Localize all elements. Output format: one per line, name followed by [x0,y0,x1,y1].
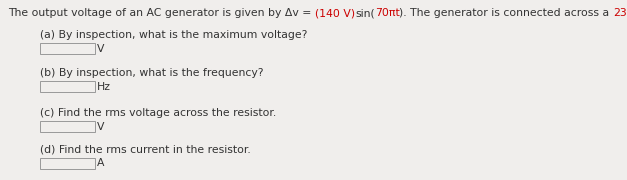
Bar [40,158,95,169]
Bar [40,43,95,54]
Text: The output voltage of an AC generator is given by Δv =: The output voltage of an AC generator is… [8,8,315,18]
Text: (a) By inspection, what is the maximum voltage?: (a) By inspection, what is the maximum v… [40,30,307,40]
Text: (b) By inspection, what is the frequency?: (b) By inspection, what is the frequency… [40,68,263,78]
Text: V: V [97,44,105,53]
Text: sin(: sin( [355,8,374,18]
Text: ). The generator is connected across a: ). The generator is connected across a [399,8,613,18]
Text: A: A [97,159,105,168]
Text: 23.0-Ω: 23.0-Ω [613,8,627,18]
Bar [40,81,95,92]
Text: (c) Find the rms voltage across the resistor.: (c) Find the rms voltage across the resi… [40,108,277,118]
Text: 70πt: 70πt [374,8,399,18]
Text: (140 V): (140 V) [315,8,355,18]
Text: (d) Find the rms current in the resistor.: (d) Find the rms current in the resistor… [40,145,251,155]
Text: V: V [97,122,105,132]
Text: Hz: Hz [97,82,111,91]
Bar [40,121,95,132]
